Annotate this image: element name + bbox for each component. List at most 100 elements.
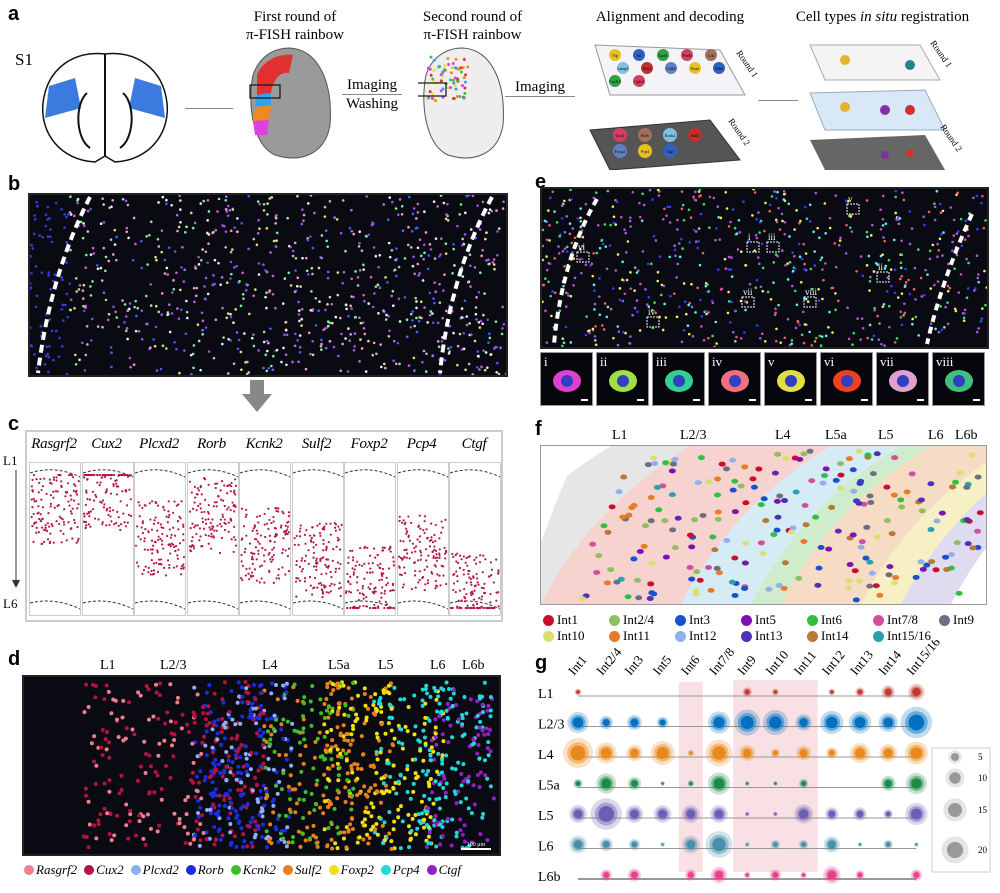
cell-dot <box>411 310 414 313</box>
cell-dot <box>437 806 442 811</box>
expression-dot <box>304 589 307 592</box>
expression-dot <box>168 566 171 569</box>
cell-dot <box>306 202 310 205</box>
cell-dot <box>439 237 443 240</box>
cell-dot <box>758 262 761 266</box>
cell-dot <box>388 196 392 199</box>
cell-dot <box>300 324 303 327</box>
expression-dot <box>361 585 365 588</box>
cell-dot <box>125 226 129 230</box>
cell-marker <box>852 597 860 603</box>
expression-dot <box>337 587 340 590</box>
cell-dot <box>350 770 355 775</box>
cell-dot <box>740 250 743 254</box>
cell-dot <box>418 238 422 241</box>
cell-dot <box>49 228 52 231</box>
cell-dot <box>163 272 167 275</box>
cell-marker <box>963 517 971 523</box>
cell-marker <box>819 480 827 486</box>
expression-dot <box>378 600 381 603</box>
expression-dot <box>215 524 219 527</box>
expression-dot <box>105 509 108 512</box>
cell-dot <box>563 247 567 250</box>
cell-dot <box>913 266 917 270</box>
expression-dot <box>435 585 438 588</box>
cell-dot <box>226 372 230 375</box>
cell-dot <box>452 331 455 335</box>
cell-dot <box>171 754 176 759</box>
cell-dot <box>924 268 927 272</box>
cell-dot <box>708 226 711 229</box>
cell-dot <box>177 317 181 320</box>
cell-dot <box>884 264 888 268</box>
cell-dot <box>412 356 416 360</box>
expression-dot <box>318 522 321 525</box>
cell-dot <box>160 313 164 316</box>
expression-dot <box>214 501 218 504</box>
cell-dot <box>287 788 292 793</box>
cell-dot <box>459 203 463 206</box>
expression-dot <box>315 586 318 589</box>
cell-dot <box>779 341 783 344</box>
cell-dot <box>139 764 144 769</box>
expression-dot <box>88 525 91 528</box>
expression-dot <box>319 581 322 585</box>
cell-dot <box>682 218 686 222</box>
expression-dot <box>151 548 154 551</box>
cell-dot <box>157 245 161 248</box>
expression-dot <box>200 511 203 514</box>
cell-dot <box>899 316 903 319</box>
cell-dot <box>774 307 777 311</box>
layer-band <box>541 446 691 604</box>
cell-dot <box>428 694 433 699</box>
cell-marker <box>845 578 853 584</box>
cell-dot <box>644 288 647 291</box>
cell-dot <box>544 277 547 280</box>
expression-dot <box>317 582 320 585</box>
row-label: L1 <box>538 687 554 702</box>
cell-dot <box>708 195 712 199</box>
cell-dot <box>658 255 662 258</box>
expression-dot <box>120 473 123 477</box>
cell-dot <box>668 255 672 259</box>
cell-dot <box>694 311 697 314</box>
cell-dot <box>41 235 45 239</box>
expression-dot <box>173 534 177 537</box>
cell-dot <box>766 290 770 294</box>
cell-dot <box>260 690 265 695</box>
cell-dot <box>315 778 320 783</box>
cell-dot <box>254 721 259 726</box>
expression-dot <box>242 525 246 528</box>
expression-dot <box>423 515 426 518</box>
cell-dot <box>330 706 335 711</box>
expression-dot <box>354 564 357 567</box>
expression-dot <box>322 586 325 589</box>
expression-dot <box>98 481 102 484</box>
cell-dot <box>326 245 329 248</box>
expression-dot <box>144 565 147 568</box>
expression-dot <box>406 515 410 518</box>
cell-dot <box>195 827 200 832</box>
expression-dot <box>182 533 185 536</box>
expression-dot <box>418 535 421 538</box>
rna-dot <box>456 79 460 83</box>
expression-dot <box>146 548 149 551</box>
expression-dot <box>434 556 437 560</box>
expression-dot <box>358 592 361 595</box>
cell-dot <box>379 343 383 346</box>
expression-dot <box>424 559 427 562</box>
cell-dot <box>727 268 731 271</box>
cell-dot <box>441 687 446 692</box>
cell-dot <box>428 243 432 246</box>
cell-dot <box>902 314 905 317</box>
expression-dot <box>367 562 370 565</box>
cell-dot <box>435 709 440 714</box>
legend-item-int5: Int5 <box>741 612 807 628</box>
expression-dot <box>458 606 461 609</box>
cell-dot <box>224 750 229 755</box>
cell-dot <box>200 311 204 315</box>
cell-dot <box>341 683 346 688</box>
cell-dot <box>981 307 984 310</box>
expression-dot <box>318 534 322 538</box>
cell-dot <box>379 746 384 751</box>
